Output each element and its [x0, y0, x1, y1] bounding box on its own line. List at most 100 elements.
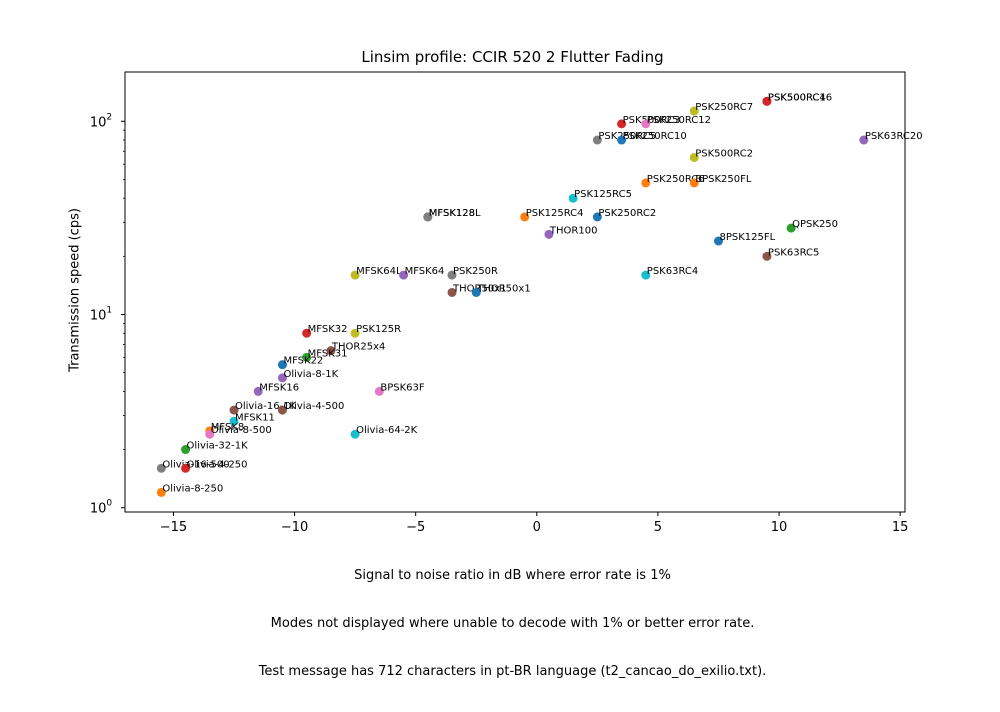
data-point: [205, 429, 215, 439]
data-point: [641, 270, 651, 280]
data-point: [447, 287, 457, 297]
data-point: [302, 328, 312, 338]
point-label: PSK250R: [453, 266, 498, 277]
point-label: MFSK64: [405, 266, 445, 277]
point-label: PSK250RC6: [647, 174, 705, 185]
data-point: [399, 270, 409, 280]
data-point: [689, 178, 699, 188]
data-point: [592, 135, 602, 145]
point-label: PSK500RC4: [768, 92, 826, 103]
point-label: MFSK64L: [356, 266, 402, 277]
data-point: [423, 212, 433, 222]
point-label: PSK63RC20: [865, 131, 923, 142]
point-label: PSK125R: [356, 324, 401, 335]
data-point: [277, 405, 287, 415]
point-label: PSK63RC5: [768, 247, 819, 258]
data-point: [568, 193, 578, 203]
data-point: [181, 445, 191, 455]
data-point: [786, 223, 796, 233]
point-label: Olivia-16-1K: [235, 401, 297, 412]
data-point: [762, 251, 772, 261]
data-point: [713, 236, 723, 246]
point-label: PSK500RC16: [768, 92, 832, 103]
x-axis-label: Signal to noise ratio in dB where error …: [125, 536, 900, 712]
chart-title: Linsim profile: CCIR 520 2 Flutter Fadin…: [361, 48, 664, 66]
x-axis-label-line: Signal to noise ratio in dB where error …: [354, 568, 671, 583]
data-point: [859, 135, 869, 145]
point-label: MFSK31: [308, 348, 348, 359]
data-point: [326, 346, 336, 356]
x-tick-label: −15: [160, 520, 187, 535]
y-axis-label: Transmission speed (cps): [67, 208, 83, 372]
data-point: [229, 416, 239, 426]
point-label: THOR25x4: [331, 342, 385, 353]
axes-frame: [124, 71, 906, 513]
point-label: BPSK63F: [380, 382, 425, 393]
data-point: [641, 178, 651, 188]
point-label: Olivia-4-500: [283, 401, 344, 412]
y-tick-label: 101: [90, 306, 112, 324]
point-label: THOR50x1: [452, 283, 506, 294]
point-label: MFSK8: [211, 422, 244, 433]
x-axis-caption-line: Modes not displayed where unable to deco…: [270, 616, 755, 631]
data-point: [689, 106, 699, 116]
point-label: MFSK11: [235, 412, 275, 423]
data-point: [181, 463, 191, 473]
x-tick-label: −5: [406, 520, 425, 535]
point-label: Olivia-64-2K: [356, 425, 418, 436]
point-label: PSK250RC5: [598, 131, 656, 142]
point-label: Olivia-8-250: [162, 483, 223, 494]
data-point: [350, 429, 360, 439]
data-point: [520, 212, 530, 222]
point-label: PSK250RC2: [598, 208, 656, 219]
plot-area: −15 −10 −5 0 5 10 15100101102PSK500RC16PSK500R…: [90, 71, 923, 535]
x-tick-label: 5: [654, 520, 662, 535]
point-label: QPSK250: [792, 219, 838, 230]
point-label: PSK125RC4: [526, 208, 584, 219]
data-point: [277, 373, 287, 383]
point-label: BPSK250FL: [695, 174, 752, 185]
data-point: [156, 463, 166, 473]
point-label: MFSK22: [283, 356, 323, 367]
data-point: [277, 360, 287, 370]
point-label: 8PSK125FL: [719, 232, 775, 243]
point-label: Olivia-8-500: [211, 425, 272, 436]
point-label: PSK250RC7: [695, 102, 753, 113]
data-point: [617, 135, 627, 145]
point-label: PSK63RC4: [647, 266, 698, 277]
data-point: [350, 328, 360, 338]
point-label: Olivia-16-500: [162, 459, 229, 470]
data-point: [592, 212, 602, 222]
data-point: [350, 270, 360, 280]
point-label: PSK250RC12: [647, 115, 711, 126]
data-point: [617, 119, 627, 129]
point-label: Olivia-8-1K: [283, 369, 338, 380]
data-point: [253, 386, 263, 396]
data-point: [544, 229, 554, 239]
x-tick-label: 0: [533, 520, 541, 535]
point-label: MFSK128L: [429, 208, 481, 219]
y-tick-label: 100: [90, 499, 113, 517]
data-point: [447, 270, 457, 280]
data-point: [374, 386, 384, 396]
point-label: Olivia-32-1K: [187, 441, 249, 452]
data-point: [641, 119, 651, 129]
data-point: [302, 352, 312, 362]
data-point: [229, 405, 239, 415]
point-label: PSK250RC10: [623, 131, 687, 142]
data-point: [689, 152, 699, 162]
x-tick-label: 10: [771, 520, 788, 535]
point-label: PSK500RC3: [623, 115, 681, 126]
point-label: THOR50x1: [476, 283, 530, 294]
chart: Linsim profile: CCIR 520 2 Flutter Fadin…: [67, 48, 923, 679]
x-tick-label: 15: [892, 520, 909, 535]
data-point: [156, 487, 166, 497]
point-label: THOR100: [549, 225, 598, 236]
point-label: MFSK16: [259, 382, 299, 393]
point-label: PSK500RC2: [695, 148, 753, 159]
y-tick-label: 102: [90, 112, 112, 130]
point-label: PSK125RC5: [574, 189, 632, 200]
point-label: MFSK32: [308, 324, 348, 335]
point-label: MFSK128: [429, 208, 475, 219]
x-tick-label: −10: [281, 520, 308, 535]
